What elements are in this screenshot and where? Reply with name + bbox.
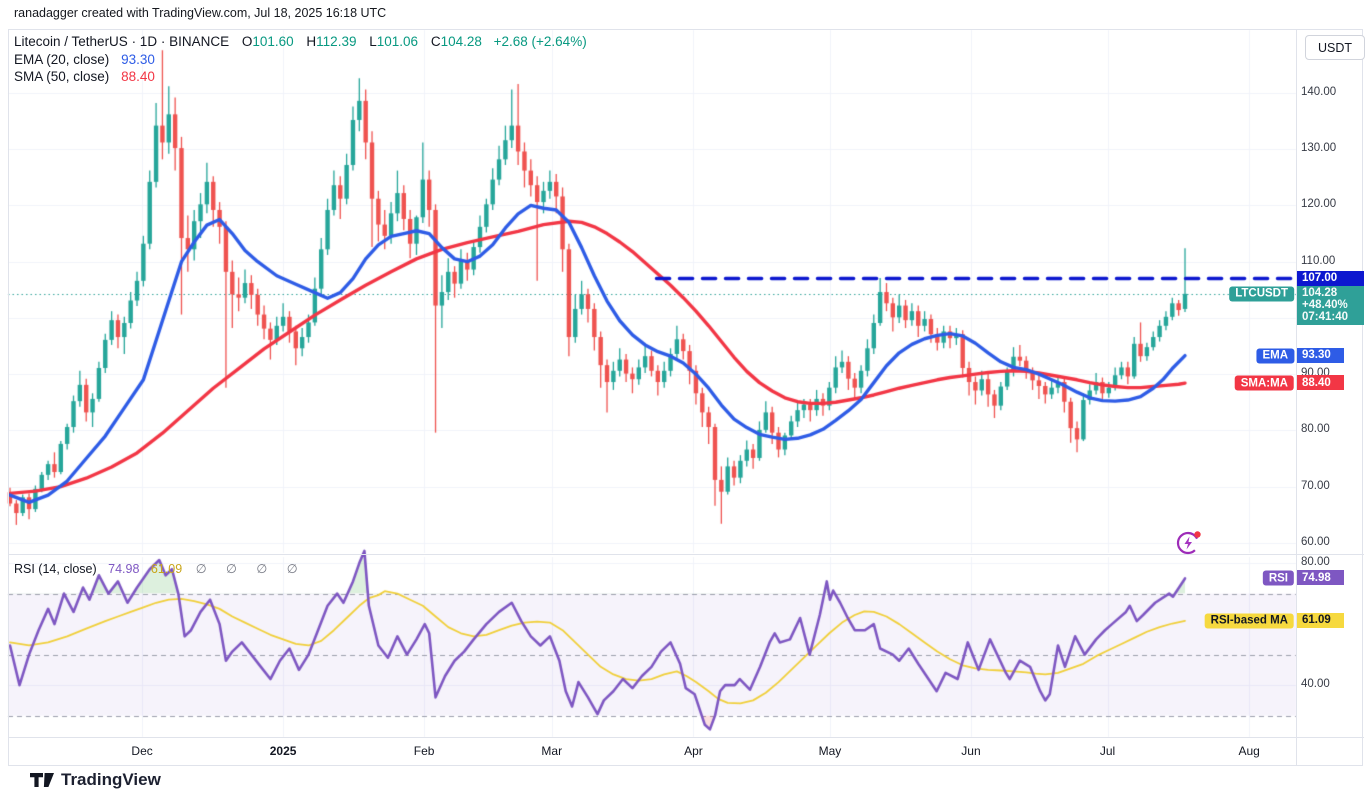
time-axis-label[interactable]: Aug: [1238, 744, 1260, 758]
ema-legend-row[interactable]: EMA (20, close) 93.30: [14, 51, 587, 69]
time-axis-label[interactable]: 2025: [269, 744, 297, 758]
rsi-axis-tick[interactable]: 40.00: [1301, 678, 1330, 691]
sma-price-label: 88.40: [1297, 375, 1344, 391]
ticker-label-line: 07:41:40: [1302, 311, 1349, 324]
ticker-price-label: 104.28 +48.40% 07:41:40: [1297, 285, 1364, 325]
price-axis-tick[interactable]: 110.00: [1301, 254, 1336, 267]
rsi_ma-price-label: 61.09: [1297, 612, 1344, 628]
pane-divider[interactable]: [8, 554, 1364, 555]
currency-toggle-button[interactable]: USDT: [1305, 35, 1365, 60]
time-axis-label[interactable]: Mar: [541, 744, 563, 758]
rsi-legend-row[interactable]: RSI (14, close) 74.98 61.09 ∅ ∅ ∅ ∅: [14, 561, 306, 576]
ticker-scale-tag: LTCUSDT: [1229, 286, 1294, 302]
price-axis-tick[interactable]: 120.00: [1301, 198, 1337, 211]
sma-legend-row[interactable]: SMA (50, close) 88.40: [14, 68, 587, 86]
open-label: O: [241, 34, 253, 49]
sma-value: 88.40: [121, 69, 155, 84]
rsi-price-label: 74.98: [1297, 570, 1344, 586]
close-value: 104.28: [440, 34, 482, 49]
flash-boost-icon[interactable]: [1175, 528, 1203, 556]
time-axis-label[interactable]: Apr: [684, 744, 703, 758]
rsi-ma-value: 61.09: [150, 562, 183, 576]
sma-scale-tag: SMA:MA: [1234, 375, 1294, 391]
price-scale-separator: [1296, 30, 1297, 766]
rsi-label: RSI (14, close): [14, 562, 97, 576]
time-axis-label[interactable]: Jun: [961, 744, 981, 758]
ema-scale-tag: EMA: [1256, 348, 1294, 364]
close-label: C: [430, 34, 441, 49]
ema-value: 93.30: [121, 51, 155, 67]
symbol-row[interactable]: Litecoin / TetherUS · 1D · BINANCE O101.…: [14, 33, 587, 51]
time-axis-label[interactable]: Feb: [413, 744, 435, 758]
time-axis-divider: [8, 737, 1364, 738]
price-axis-tick[interactable]: 60.00: [1301, 535, 1330, 548]
time-axis-label[interactable]: Jul: [1099, 744, 1116, 758]
ema-label: EMA (20, close): [14, 51, 110, 67]
symbol-legend: Litecoin / TetherUS · 1D · BINANCE O101.…: [14, 33, 587, 86]
rsi-axis-tick[interactable]: 80.00: [1301, 556, 1330, 569]
time-axis-label[interactable]: Dec: [131, 744, 153, 758]
footer-brand[interactable]: TradingView: [30, 770, 161, 790]
price-axis-tick[interactable]: 130.00: [1301, 142, 1337, 155]
ema-price-label: 93.30: [1297, 347, 1344, 363]
open-value: 101.60: [252, 34, 294, 49]
tradingview-logo-icon: [30, 772, 54, 787]
rsi-scale-tag: RSI: [1262, 570, 1294, 586]
rsi_ma-scale-tag: RSI-based MA: [1204, 613, 1294, 629]
price-axis-tick[interactable]: 80.00: [1301, 423, 1330, 436]
time-axis-label[interactable]: May: [818, 744, 842, 758]
symbol-title[interactable]: Litecoin / TetherUS · 1D · BINANCE: [14, 34, 230, 49]
rsi-empty-values: ∅ ∅ ∅ ∅: [195, 562, 306, 576]
high-label: H: [306, 34, 317, 49]
level-price-label: 107.00: [1297, 270, 1364, 286]
ticker-label-line: +48.40%: [1302, 299, 1348, 312]
rsi-value: 74.98: [108, 562, 140, 576]
low-value: 101.06: [376, 34, 419, 49]
price-axis-tick[interactable]: 140.00: [1301, 85, 1337, 98]
sma-label: SMA (50, close): [14, 69, 110, 84]
lightning-icon: [1176, 531, 1201, 555]
price-axis-tick[interactable]: 70.00: [1301, 479, 1330, 492]
high-value: 112.39: [316, 34, 357, 49]
ticker-label-line: 104.28: [1302, 287, 1338, 300]
low-label: L: [369, 34, 377, 49]
change-value: +2.68 (+2.64%): [493, 34, 587, 49]
footer-brand-text: TradingView: [61, 770, 161, 789]
